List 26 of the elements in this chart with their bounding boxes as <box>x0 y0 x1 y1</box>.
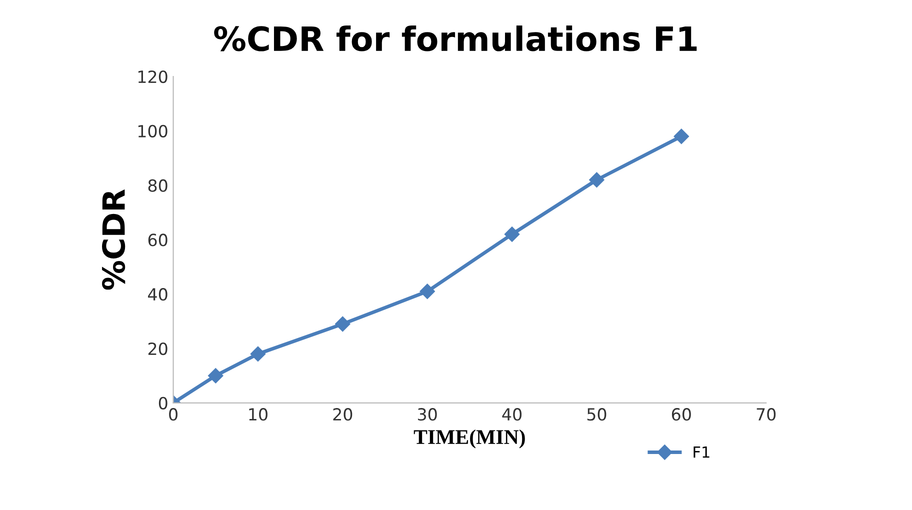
x-tick-label: 10 <box>249 408 268 421</box>
chart-title: %CDR for formulations F1 <box>214 26 697 52</box>
x-tick-label: 50 <box>587 408 606 421</box>
x-tick-label: 30 <box>418 408 437 421</box>
point <box>674 128 689 144</box>
y-tick-label: 20 <box>148 342 168 356</box>
x-tick-label: 40 <box>502 408 522 421</box>
y-tick-label: 100 <box>138 124 168 138</box>
x-tick-label: 20 <box>333 408 352 421</box>
point <box>208 368 224 384</box>
x-tick-label: 0 <box>169 408 178 421</box>
point <box>335 316 350 332</box>
point <box>589 172 604 188</box>
x-axis-title: TIME(MIN) <box>414 429 525 448</box>
y-tick-label: 40 <box>148 288 168 301</box>
point <box>420 284 435 299</box>
y-tick-label: 120 <box>138 70 168 84</box>
point <box>250 346 266 362</box>
point <box>504 226 520 242</box>
y-tick-label: 0 <box>158 396 168 410</box>
x-tick-label: 60 <box>672 408 691 421</box>
y-tick-label: 80 <box>148 179 168 192</box>
y-axis-title: %CDR <box>102 189 126 290</box>
x-tick-label: 70 <box>756 408 776 421</box>
legend-label: F1 <box>694 446 710 458</box>
y-tick-label: 60 <box>148 234 168 246</box>
